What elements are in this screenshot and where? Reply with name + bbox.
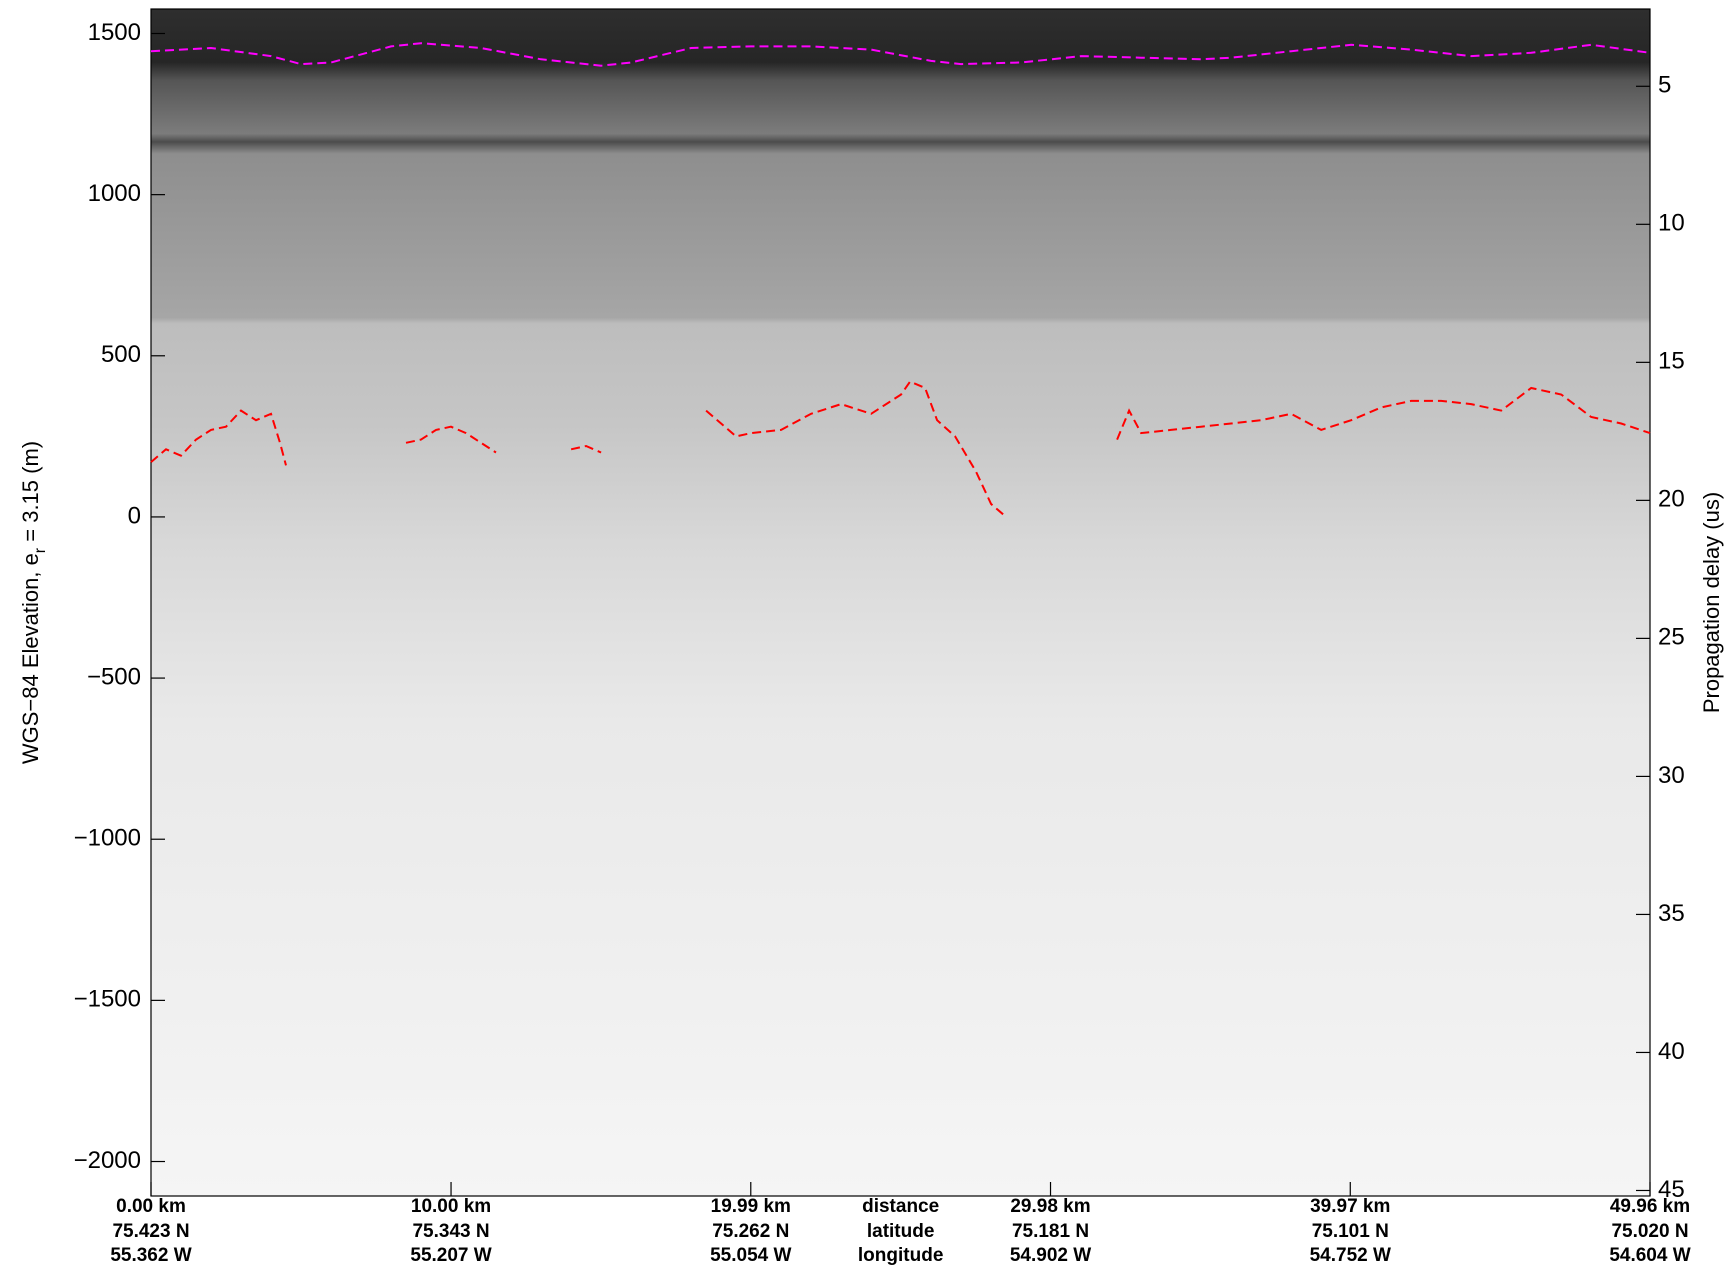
y2-tick-label: 25 bbox=[1658, 624, 1685, 651]
y-tick-label: −500 bbox=[87, 663, 141, 690]
x-tick-latitude: 75.101 N bbox=[1312, 1221, 1389, 1242]
x-tick-longitude: 55.207 W bbox=[410, 1245, 491, 1266]
y-tick-label: 0 bbox=[128, 502, 141, 529]
x-tick-label: 19.99 km bbox=[711, 1196, 791, 1217]
x-tick-label: 0.00 km bbox=[116, 1196, 186, 1217]
y-tick-label: 500 bbox=[101, 341, 141, 368]
x-tick-label: 39.97 km bbox=[1310, 1196, 1390, 1217]
y2-tick-label: 30 bbox=[1658, 762, 1685, 789]
y-tick-label: 1000 bbox=[88, 180, 141, 207]
y-tick-label: −1500 bbox=[74, 986, 141, 1013]
y2-tick-label: 15 bbox=[1658, 348, 1685, 375]
y2-tick-label: 45 bbox=[1658, 1176, 1685, 1203]
x-tick-latitude: 75.343 N bbox=[412, 1221, 489, 1242]
x-tick-latitude: 75.181 N bbox=[1012, 1221, 1089, 1242]
y-axis-label-part: = 3.15 (m) bbox=[18, 441, 43, 548]
y2-tick-label: 10 bbox=[1658, 210, 1685, 237]
x-tick-label: 49.96 km bbox=[1610, 1196, 1690, 1217]
x-tick-longitude: 55.362 W bbox=[110, 1245, 191, 1266]
y2-tick-label: 35 bbox=[1658, 900, 1685, 927]
trace-line bbox=[150, 380, 1651, 518]
y-axis-label: WGS−84 Elevation, er = 3.15 (m) bbox=[18, 441, 49, 764]
y2-tick-label: 40 bbox=[1658, 1038, 1685, 1065]
y-tick-label: 1500 bbox=[88, 19, 141, 46]
chart-layer: −2000 −1500 −1000 −500 0 500 1000 1500 5 10 15 20 25… bbox=[18, 19, 1724, 1266]
x-tick-label: 29.98 km bbox=[1010, 1196, 1090, 1217]
x-tick-latitude: 75.262 N bbox=[712, 1221, 789, 1242]
y2-axis-label: Propagation delay (us) bbox=[1699, 492, 1724, 713]
y-axis-label-part: r bbox=[32, 547, 49, 553]
x-row-label: latitude bbox=[867, 1221, 935, 1242]
x-row-label: distance bbox=[862, 1196, 939, 1217]
plot-frame bbox=[150, 8, 1651, 1197]
x-tick-latitude: 75.423 N bbox=[112, 1221, 189, 1242]
echogram bbox=[151, 9, 1650, 1196]
y-tick-label: −2000 bbox=[74, 1147, 141, 1174]
x-tick-longitude: 54.902 W bbox=[1010, 1245, 1091, 1266]
y-axis-label-part: WGS−84 Elevation, e bbox=[18, 553, 43, 764]
y2-tick-label: 5 bbox=[1658, 72, 1671, 99]
x-tick-longitude: 54.604 W bbox=[1609, 1245, 1690, 1266]
x-tick-longitude: 54.752 W bbox=[1310, 1245, 1391, 1266]
y2-tick-label: 20 bbox=[1658, 486, 1685, 513]
y-tick-label: −1000 bbox=[74, 825, 141, 852]
x-row-label: longitude bbox=[858, 1245, 943, 1266]
x-tick-label: 10.00 km bbox=[411, 1196, 491, 1217]
x-tick-longitude: 55.054 W bbox=[710, 1245, 791, 1266]
x-tick-latitude: 75.020 N bbox=[1611, 1221, 1688, 1242]
